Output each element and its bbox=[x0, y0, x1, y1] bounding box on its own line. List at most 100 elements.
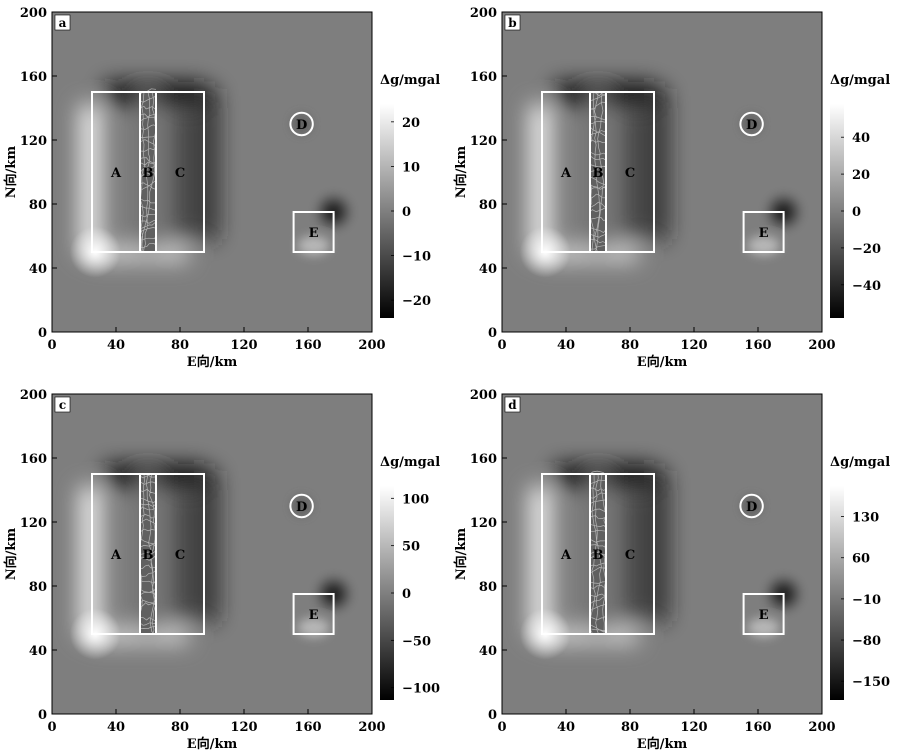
colorbar-tick-label: 60 bbox=[852, 552, 870, 567]
panel-label: b bbox=[508, 16, 516, 30]
x-tick-label: 40 bbox=[557, 338, 575, 353]
x-tick-label: 0 bbox=[497, 720, 506, 735]
y-tick-label: 120 bbox=[20, 134, 47, 149]
region-D-label: D bbox=[296, 500, 307, 515]
x-tick-label: 120 bbox=[230, 720, 257, 735]
y-tick-label: 200 bbox=[470, 388, 497, 403]
y-tick-label: 40 bbox=[29, 262, 47, 277]
panel-label-box bbox=[54, 396, 71, 413]
region-E-outline bbox=[292, 211, 335, 253]
plot-frame bbox=[51, 393, 373, 715]
anomaly-field bbox=[502, 394, 822, 714]
colorbar: Δg/mgal 40 20 0 −20 −40 bbox=[830, 73, 890, 318]
region-C-outline bbox=[155, 91, 205, 253]
region-E-label: E bbox=[759, 226, 769, 241]
y-tick-label: 40 bbox=[479, 644, 497, 659]
x-tick-label: 80 bbox=[621, 338, 639, 353]
x-tick-label: 160 bbox=[744, 338, 771, 353]
region-C-outline bbox=[155, 473, 205, 635]
region-A-label: A bbox=[560, 166, 572, 181]
region-A-label: A bbox=[560, 548, 572, 563]
x-axis-label: E向/km bbox=[637, 736, 688, 752]
colorbar-tick-label: 0 bbox=[852, 205, 861, 220]
panel-d: A B C D Ed 0 40 80 120 160 200 0 40 80 120 160 200 E向/km N… bbox=[453, 388, 890, 752]
panel-label-box bbox=[54, 14, 71, 31]
y-axis-label: N向/km bbox=[3, 528, 19, 581]
y-tick-label: 0 bbox=[488, 326, 497, 341]
anomaly-field bbox=[52, 394, 372, 714]
region-D-label: D bbox=[296, 118, 307, 133]
colorbar-tick-label: 130 bbox=[852, 511, 879, 526]
y-tick-label: 80 bbox=[479, 198, 497, 213]
y-tick-label: 0 bbox=[38, 326, 47, 341]
region-D-outline bbox=[739, 111, 764, 137]
x-tick-label: 200 bbox=[808, 338, 835, 353]
colorbar-tick-label: −40 bbox=[852, 279, 881, 294]
plot-frame bbox=[501, 11, 823, 333]
region-C-outline bbox=[605, 91, 655, 253]
x-tick-label: 120 bbox=[680, 338, 707, 353]
x-tick-label: 40 bbox=[107, 720, 125, 735]
y-tick-label: 120 bbox=[470, 516, 497, 531]
fracture-texture bbox=[139, 473, 157, 635]
region-C-label: C bbox=[625, 166, 635, 181]
panel-label-box bbox=[504, 14, 521, 31]
colorbar-tick-label: 20 bbox=[852, 168, 870, 183]
region-E-label: E bbox=[759, 608, 769, 623]
fracture-texture bbox=[589, 470, 607, 635]
panel-label: d bbox=[508, 398, 517, 412]
colorbar: Δg/mgal 100 50 0 −50 −100 bbox=[380, 455, 440, 700]
colorbar-tick-label: 10 bbox=[402, 160, 420, 175]
y-tick-label: 40 bbox=[479, 262, 497, 277]
colorbar-label: Δg/mgal bbox=[380, 73, 440, 88]
y-tick-label: 120 bbox=[470, 134, 497, 149]
colorbar-tick-label: 0 bbox=[402, 205, 411, 220]
region-D-outline bbox=[739, 493, 764, 519]
x-tick-label: 0 bbox=[47, 338, 56, 353]
panel-c: A B C D Ec 0 40 80 120 160 200 0 40 80 120 160 200 E向/km N… bbox=[3, 388, 440, 752]
colorbar-tick-label: −100 bbox=[402, 682, 440, 697]
y-axis-label: N向/km bbox=[453, 146, 469, 199]
y-tick-label: 80 bbox=[479, 580, 497, 595]
x-tick-label: 120 bbox=[230, 338, 257, 353]
x-tick-label: 200 bbox=[358, 720, 385, 735]
region-B-label: B bbox=[143, 166, 154, 181]
colorbar-tick-label: 0 bbox=[402, 587, 411, 602]
x-axis-label: E向/km bbox=[187, 354, 238, 370]
colorbar-label: Δg/mgal bbox=[830, 73, 890, 88]
region-E-label: E bbox=[309, 608, 319, 623]
region-D-outline bbox=[289, 493, 314, 519]
colorbar-tick-label: −10 bbox=[402, 250, 431, 265]
colorbar-tick-label: −80 bbox=[852, 634, 881, 649]
y-tick-label: 40 bbox=[29, 644, 47, 659]
x-tick-label: 160 bbox=[294, 338, 321, 353]
panel-label-box bbox=[504, 396, 521, 413]
region-B-label: B bbox=[593, 166, 604, 181]
region-C-label: C bbox=[175, 166, 185, 181]
region-A-label: A bbox=[110, 166, 122, 181]
y-tick-label: 80 bbox=[29, 580, 47, 595]
colorbar-tick-label: −10 bbox=[852, 593, 881, 608]
colorbar-tick-label: 50 bbox=[402, 540, 420, 555]
y-tick-label: 120 bbox=[20, 516, 47, 531]
x-tick-label: 40 bbox=[557, 720, 575, 735]
colorbar-tick-label: 100 bbox=[402, 492, 429, 507]
colorbar-tick-label: 20 bbox=[402, 116, 420, 131]
y-tick-label: 200 bbox=[20, 388, 47, 403]
x-tick-label: 0 bbox=[47, 720, 56, 735]
region-D-outline bbox=[289, 111, 314, 137]
fracture-texture bbox=[589, 91, 607, 253]
y-tick-label: 200 bbox=[470, 6, 497, 21]
colorbar-label: Δg/mgal bbox=[830, 455, 890, 470]
plot-frame bbox=[51, 11, 373, 333]
colorbar-tick-label: −50 bbox=[402, 634, 431, 649]
colorbar-tick-label: −150 bbox=[852, 675, 890, 690]
y-tick-label: 160 bbox=[470, 70, 497, 85]
region-D-label: D bbox=[746, 500, 757, 515]
colorbar: Δg/mgal 20 10 0 −10 −20 bbox=[380, 73, 440, 318]
y-axis-label: N向/km bbox=[3, 146, 19, 199]
x-tick-label: 80 bbox=[621, 720, 639, 735]
x-tick-label: 160 bbox=[294, 720, 321, 735]
